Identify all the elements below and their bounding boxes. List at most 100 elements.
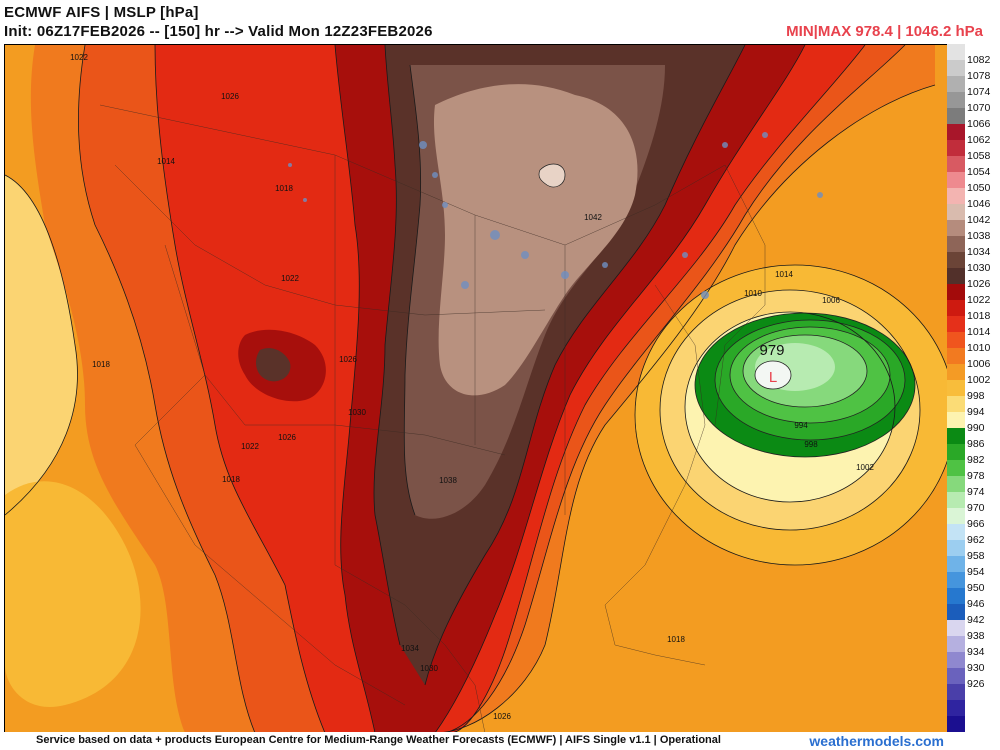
site-link[interactable]: weathermodels.com: [809, 733, 944, 749]
colorbar-swatch: [947, 428, 965, 445]
colorbar-swatch: [947, 156, 965, 173]
min-max-readout: MIN|MAX 978.4 | 1046.2 hPa: [786, 23, 983, 40]
colorbar-label: 994: [967, 406, 985, 418]
data-credit: Service based on data + products Europea…: [36, 734, 721, 746]
colorbar-swatch: [947, 668, 965, 685]
colorbar-label: 1046: [967, 198, 991, 210]
colorbar-label: 1070: [967, 102, 991, 114]
colorbar-swatch: [947, 412, 965, 429]
contour-labels: 1022 1026 1014 1018 1022 1026 1030 1018 …: [70, 53, 874, 721]
colorbar-label: 954: [967, 566, 985, 578]
colorbar-swatch: [947, 60, 965, 77]
colorbar-swatch: [947, 172, 965, 189]
colorbar-label: 958: [967, 550, 985, 562]
colorbar-swatch: [947, 652, 965, 669]
colorbar-swatch: [947, 700, 965, 717]
pressure-map[interactable]: 1022 1026 1014 1018 1022 1026 1030 1018 …: [4, 44, 948, 734]
colorbar-swatch: [947, 716, 965, 733]
colorbar-label: 978: [967, 470, 985, 482]
isobar-label: 1014: [157, 157, 175, 166]
colorbar-label: 1010: [967, 342, 991, 354]
colorbar-label: 1002: [967, 374, 991, 386]
footer: Service based on data + products Europea…: [0, 732, 1000, 750]
isobar-label: 994: [794, 421, 808, 430]
colorbar-swatch: [947, 364, 965, 381]
colorbar-label: 1054: [967, 166, 991, 178]
colorbar-swatch: [947, 188, 965, 205]
colorbar-label: 1062: [967, 134, 991, 146]
isobar-label: 1022: [281, 274, 299, 283]
lakes: [288, 132, 823, 299]
colorbar-label: 1014: [967, 326, 991, 338]
isobar-label: 1022: [70, 53, 88, 62]
colorbar-label: 970: [967, 502, 985, 514]
colorbar-swatch: [947, 556, 965, 573]
colorbar-swatch: [947, 316, 965, 333]
isobar-label: 1026: [339, 355, 357, 364]
colorbar-swatch: [947, 684, 965, 701]
colorbar-swatch: [947, 588, 965, 605]
isobar-label: 1042: [584, 213, 602, 222]
colorbar-label: 998: [967, 390, 985, 402]
colorbar-swatch: [947, 332, 965, 349]
isobar-label: 1030: [420, 664, 438, 673]
isobar-label: 1034: [401, 644, 419, 653]
colorbar-label: 1038: [967, 230, 991, 242]
colorbar-swatch: [947, 572, 965, 589]
colorbar-swatch: [947, 252, 965, 269]
field-1046: [538, 163, 566, 188]
colorbar-swatch: [947, 540, 965, 557]
colorbar-label: 966: [967, 518, 985, 530]
colorbar-label: 1022: [967, 294, 991, 306]
colorbar-label: 942: [967, 614, 985, 626]
field-1018-pacific: [5, 175, 78, 515]
colorbar-swatch: [947, 284, 965, 301]
isobar-label: 1014: [775, 270, 793, 279]
isobar-label: 1018: [92, 360, 110, 369]
map-canvas: 1022 1026 1014 1018 1022 1026 1030 1018 …: [5, 45, 947, 733]
colorbar-label: 1030: [967, 262, 991, 274]
colorbar-swatch: [947, 76, 965, 93]
colorbar-label: 990: [967, 422, 985, 434]
colorbar-swatch: [947, 396, 965, 413]
colorbar-swatch: [947, 204, 965, 221]
low-core: [754, 360, 792, 390]
colorbar-label: 982: [967, 454, 985, 466]
colorbar-label: 1074: [967, 86, 991, 98]
colorbar-label: 986: [967, 438, 985, 450]
colorbar-label: 1050: [967, 182, 991, 194]
isobar-label: 1038: [439, 476, 457, 485]
colorbar-swatch: [947, 124, 965, 141]
colorbar-label: 926: [967, 678, 985, 690]
colorbar-swatch: [947, 236, 965, 253]
isobar-label: 1026: [221, 92, 239, 101]
low-pressure-value: 979: [759, 342, 784, 359]
isobar-label: 1018: [275, 184, 293, 193]
colorbar-label: 1006: [967, 358, 991, 370]
colorbar-swatch: [947, 348, 965, 365]
isobar-label: 998: [804, 440, 818, 449]
colorbar-label: 946: [967, 598, 985, 610]
colorbar-swatch: [947, 492, 965, 509]
colorbar-label: 1078: [967, 70, 991, 82]
colorbar-swatch: [947, 604, 965, 621]
low-pressure-marker: L: [769, 369, 777, 386]
isobar-label: 1010: [744, 289, 762, 298]
colorbar-swatch: [947, 44, 965, 61]
colorbar-label: 930: [967, 662, 985, 674]
isobar-label: 1018: [667, 635, 685, 644]
field-1042: [433, 84, 638, 396]
colorbar-label: 1058: [967, 150, 991, 162]
colorbar-label: 1042: [967, 214, 991, 226]
colorbar-swatch: [947, 636, 965, 653]
boundary-lines: [99, 104, 766, 733]
isobar-label: 1002: [856, 463, 874, 472]
colorbar-swatch: [947, 220, 965, 237]
colorbar-swatch: [947, 508, 965, 525]
isobar-label: 1026: [493, 712, 511, 721]
colorbar-label: 962: [967, 534, 985, 546]
colorbar-label: 1066: [967, 118, 991, 130]
colorbar-label: 1026: [967, 278, 991, 290]
isobar-label: 1006: [822, 296, 840, 305]
map-title: ECMWF AIFS | MSLP [hPa]: [4, 4, 199, 21]
